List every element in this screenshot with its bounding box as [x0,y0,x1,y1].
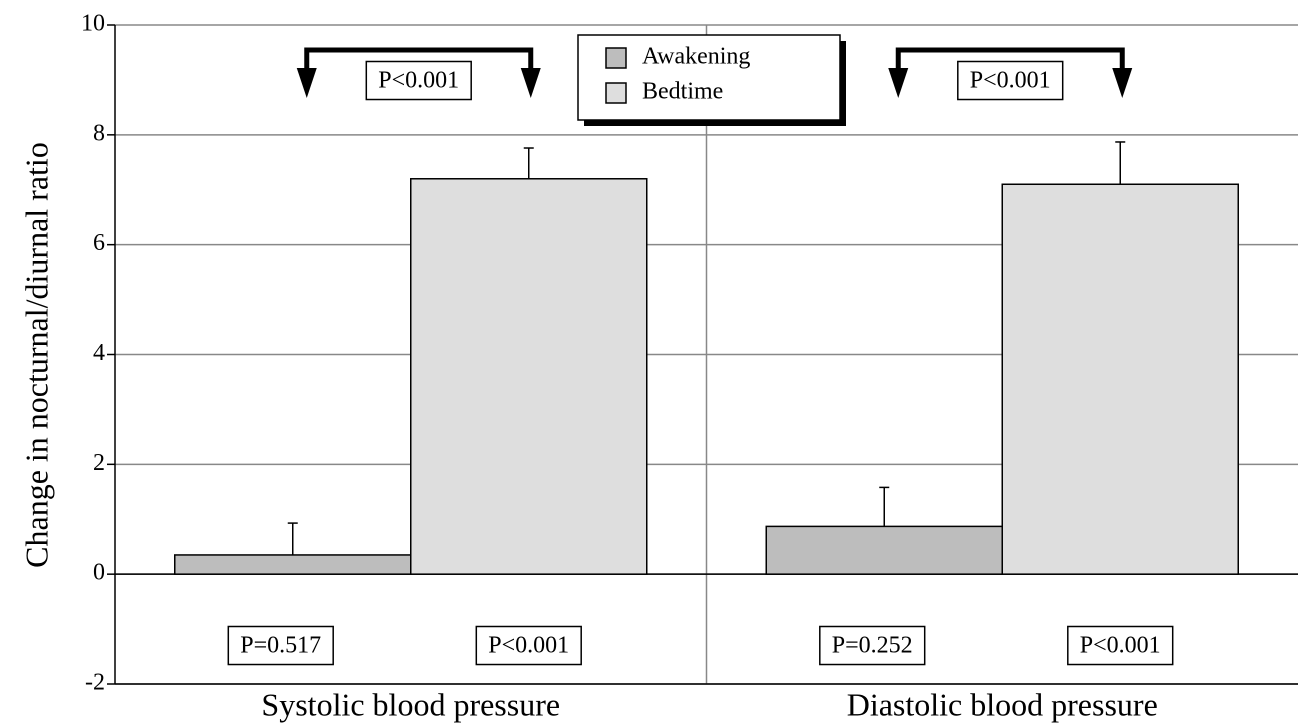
bar [174,554,412,575]
bracket-arrow [1112,68,1133,98]
bracket [895,47,1125,74]
label-box [475,625,582,666]
bracket [304,47,534,74]
y-tick-label: -2 [85,670,105,696]
legend-swatch [605,82,627,104]
label-box [1067,625,1174,666]
p-value-label: P=0.517 [240,633,321,659]
legend-swatch [605,47,627,69]
legend-label: Bedtime [642,79,723,105]
label-box [365,60,472,101]
y-tick-label: 2 [93,450,105,476]
legend: Awakening Bedtime [577,34,846,126]
p-value-label: P=0.252 [832,633,913,659]
p-value-label: P<0.001 [488,633,569,659]
label-box [227,625,334,666]
bar [1001,183,1239,575]
y-tick-label: 10 [81,11,105,37]
p-value-label: P<0.001 [970,68,1051,94]
bracket-arrow [296,68,317,98]
y-tick-label: 0 [93,560,105,586]
y-tick-label: 6 [93,230,105,256]
legend-label: Awakening [642,44,750,70]
p-value-label: P<0.001 [378,68,459,94]
y-axis-label: Change in nocturnal/diurnal ratio [18,142,54,568]
bracket-arrow [888,68,909,98]
error-bar [879,486,890,527]
bracket-arrow [520,68,541,98]
error-bar [523,147,534,179]
p-value-label: P<0.001 [1080,633,1161,659]
bar [410,178,648,575]
label-box [819,625,926,666]
error-bar [287,522,298,555]
x-tick-label: Systolic blood pressure [261,686,560,722]
error-bar [1115,141,1126,185]
x-tick-label: Diastolic blood pressure [847,686,1158,722]
label-box [957,60,1064,101]
y-tick-label: 4 [93,340,105,366]
y-tick-label: 8 [93,120,105,146]
bar [765,525,1003,575]
